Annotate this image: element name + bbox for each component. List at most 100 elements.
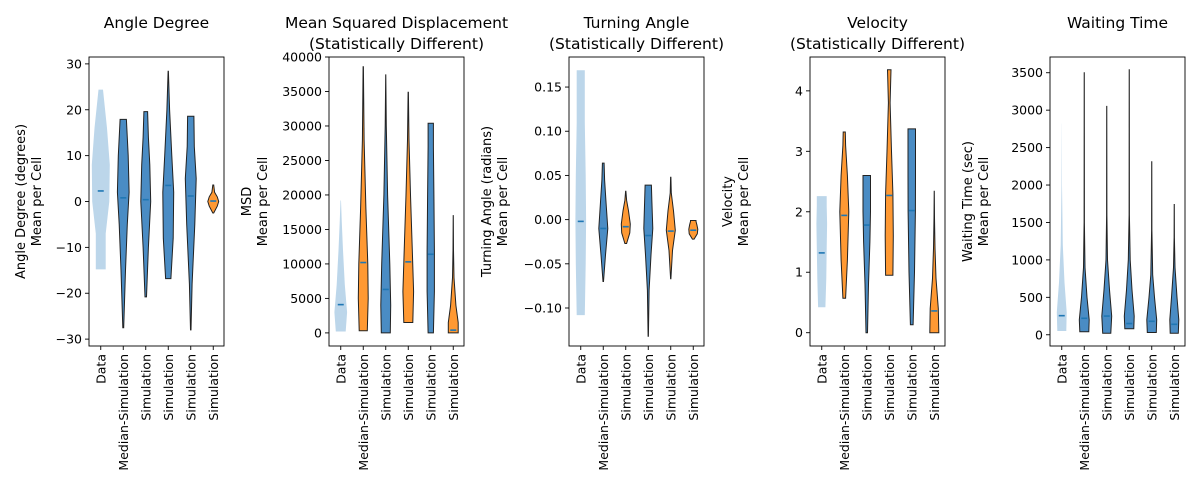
y-tick-label: 10000: [282, 256, 322, 271]
chart-title: (Statistically Different): [549, 35, 724, 53]
y-tick-label: −30: [56, 332, 82, 347]
x-tick-label: Simulation: [1122, 354, 1137, 421]
panel-2: 0 5000 10000 15000 20000 25000 30000 35000 40000…: [240, 14, 508, 471]
x-tick-label: Median-Simulation: [356, 354, 371, 471]
y-tick-label: −0.10: [524, 300, 562, 315]
y-tick-label: 25000: [282, 153, 322, 168]
violin-6: [447, 215, 459, 334]
y-tick-label: 30000: [282, 118, 322, 133]
x-tick-label: Simulation: [1099, 354, 1114, 421]
y-tick-label: −20: [56, 286, 82, 301]
panel-1: −30 −20 −10 0 10 20 30 Data Median-Simulation Sim…: [14, 14, 225, 471]
y-tick-label: 1: [795, 265, 803, 280]
y-axis-label: Turning Angle (radians): [480, 126, 495, 278]
x-tick-label: Data: [93, 354, 108, 384]
y-tick-label: 35000: [282, 84, 322, 99]
y-tick-label: 0.10: [534, 124, 562, 139]
x-tick-label: Simulation: [618, 354, 633, 421]
x-tick-label: Simulation: [378, 354, 393, 421]
x-tick-label: Simulation: [206, 354, 221, 421]
violin-6: [207, 184, 220, 214]
violin-4: [643, 184, 654, 337]
chart-title: Mean Squared Displacement: [285, 14, 508, 32]
y-tick-label: −10: [56, 240, 82, 255]
y-tick-label: 0: [1035, 327, 1043, 342]
x-tick-label: Simulation: [423, 354, 438, 421]
violin-4: [884, 69, 894, 276]
chart-title: Velocity: [847, 14, 908, 32]
axes-frame: [1049, 56, 1186, 347]
y-tick-label: 10: [66, 148, 82, 163]
axes-frame: [809, 56, 946, 347]
y-tick-label: 4: [795, 83, 803, 98]
y-tick-label: 3: [795, 144, 803, 159]
x-tick-label: Data: [333, 354, 348, 384]
violin-5: [184, 115, 197, 331]
violin-6: [929, 190, 940, 334]
y-tick-label: 1000: [1011, 252, 1043, 267]
y-tick-label: 2500: [1011, 140, 1043, 155]
axes-frame: [568, 56, 705, 347]
violin-1: [575, 70, 587, 316]
violin-2: [116, 118, 130, 329]
violin-5: [426, 122, 435, 334]
y-tick-label: 3000: [1011, 103, 1043, 118]
violin-3: [140, 111, 152, 298]
y-axis-label: Mean per Cell: [496, 157, 511, 247]
y-tick-label: 40000: [282, 50, 322, 65]
y-tick-label: 0: [74, 194, 82, 209]
violin-4: [402, 91, 415, 323]
panel-3: −0.10 −0.05 0.00 0.05 0.10 0.15 Data Median-Sim…: [480, 14, 724, 471]
y-tick-label: 0: [795, 325, 803, 340]
y-tick-label: 15000: [282, 222, 322, 237]
y-tick-label: 20000: [282, 187, 322, 202]
y-axis-label: Mean per Cell: [977, 157, 992, 247]
violin-5: [907, 128, 916, 326]
x-tick-label: Simulation: [663, 354, 678, 421]
y-axis-label: Mean per Cell: [256, 157, 271, 247]
y-tick-label: 0.00: [534, 212, 562, 227]
violin-3: [620, 190, 631, 244]
y-tick-label: 2: [795, 204, 803, 219]
chart-title: Angle Degree: [104, 14, 209, 32]
x-tick-label: Simulation: [927, 354, 942, 421]
x-tick-label: Median-Simulation: [837, 354, 852, 471]
y-axis-label: Mean per Cell: [30, 157, 45, 247]
x-tick-label: Simulation: [1144, 354, 1159, 421]
violin-2: [598, 162, 609, 282]
y-axis-label: Mean per Cell: [737, 157, 752, 247]
violin-2: [357, 66, 369, 332]
x-tick-label: Simulation: [882, 354, 897, 421]
y-axis-label: Velocity: [721, 176, 736, 227]
x-tick-label: Simulation: [641, 354, 656, 421]
y-tick-label: −0.05: [524, 256, 562, 271]
x-tick-label: Simulation: [161, 354, 176, 421]
x-tick-label: Simulation: [446, 354, 461, 421]
x-tick-label: Median-Simulation: [1077, 354, 1092, 471]
violin-5: [665, 176, 676, 280]
x-tick-label: Simulation: [183, 354, 198, 421]
x-tick-label: Median-Simulation: [596, 354, 611, 471]
violin-1: [816, 196, 828, 308]
violin-2: [1078, 72, 1090, 333]
violin-4: [162, 70, 175, 280]
y-tick-label: 3500: [1011, 65, 1043, 80]
violin-4: [1123, 69, 1135, 330]
y-axis-label: MSD: [240, 187, 255, 216]
y-tick-label: 20: [66, 102, 82, 117]
chart-title: (Statistically Different): [790, 35, 965, 53]
x-tick-label: Simulation: [686, 354, 701, 421]
x-tick-label: Simulation: [904, 354, 919, 421]
x-tick-label: Data: [1054, 354, 1069, 384]
x-tick-label: Data: [573, 354, 588, 384]
panel-5: 0 500 1000 1500 2000 2500 3000 3500 Data Median-S…: [961, 14, 1186, 471]
violin-3: [1101, 105, 1113, 334]
y-tick-label: 2000: [1011, 178, 1043, 193]
x-tick-label: Data: [814, 354, 829, 384]
chart-title: Turning Angle: [583, 14, 690, 32]
y-tick-label: 0: [314, 325, 322, 340]
x-tick-label: Median-Simulation: [116, 354, 131, 471]
y-axis-label: Waiting Time (sec): [961, 141, 976, 262]
violin-1: [1056, 123, 1067, 331]
